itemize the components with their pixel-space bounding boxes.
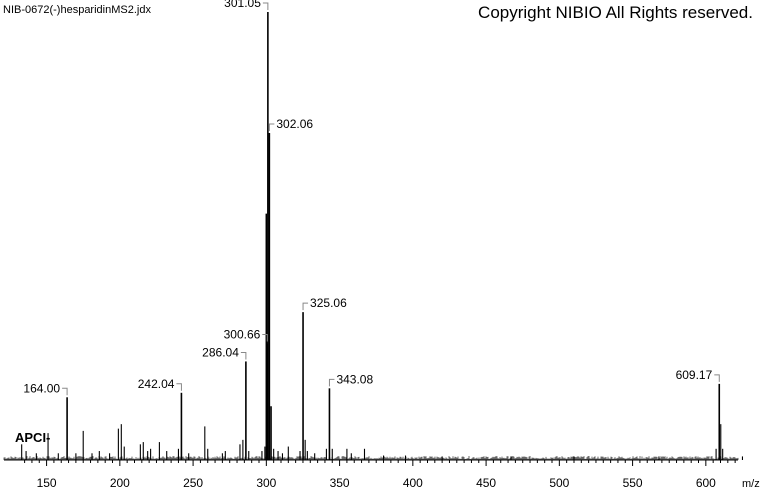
x-axis-label: m/z bbox=[742, 478, 760, 490]
copyright-notice: Copyright NIBIO All Rights reserved. bbox=[478, 3, 753, 22]
x-axis-minor-ticks bbox=[24, 460, 736, 466]
x-tick-label: 250 bbox=[183, 476, 203, 490]
peak-label: 301.05 bbox=[224, 0, 269, 10]
x-tick-label: 600 bbox=[696, 476, 716, 490]
peak-label: 286.04 bbox=[202, 345, 247, 359]
x-tick-label: 200 bbox=[110, 476, 130, 490]
svg-text:242.04: 242.04 bbox=[138, 377, 175, 391]
svg-text:302.06: 302.06 bbox=[276, 117, 313, 131]
x-tick-label: 400 bbox=[403, 476, 423, 490]
svg-text:164.00: 164.00 bbox=[23, 381, 60, 395]
peak-label: 164.00 bbox=[23, 381, 68, 396]
peak-series bbox=[21, 12, 744, 460]
x-tick-label: 500 bbox=[549, 476, 569, 490]
svg-text:609.17: 609.17 bbox=[676, 368, 713, 382]
svg-text:325.06: 325.06 bbox=[310, 296, 347, 310]
spectrum-filename: NIB-0672(-)hesparidinMS2.jdx bbox=[3, 4, 151, 16]
svg-text:300.66: 300.66 bbox=[224, 328, 261, 342]
svg-text:286.04: 286.04 bbox=[202, 345, 239, 359]
ion-mode-label: APCI- bbox=[15, 430, 51, 445]
x-tick-label: 300 bbox=[256, 476, 276, 490]
peak-label: 325.06 bbox=[302, 296, 347, 310]
noise-trace bbox=[3, 456, 739, 460]
x-tick-label: 150 bbox=[37, 476, 57, 490]
peak-label: 609.17 bbox=[676, 368, 720, 382]
x-tick-label: 450 bbox=[476, 476, 496, 490]
x-tick-label: 550 bbox=[623, 476, 643, 490]
baseline-noise bbox=[3, 456, 739, 460]
svg-text:301.05: 301.05 bbox=[224, 0, 261, 10]
x-tick-label: 350 bbox=[330, 476, 350, 490]
peak-label: 242.04 bbox=[138, 377, 182, 391]
x-axis: 150 200 250 300 350 400 450 500 550 600 m/z bbox=[4, 459, 760, 490]
peak-label: 300.66 bbox=[224, 328, 268, 342]
peak-labels: 164.00 242.04 286.04 300.66 301.05 302.06 325.… bbox=[23, 0, 720, 396]
svg-text:343.08: 343.08 bbox=[336, 372, 373, 386]
peak-label: 302.06 bbox=[268, 117, 313, 131]
peak-label: 343.08 bbox=[328, 372, 373, 386]
